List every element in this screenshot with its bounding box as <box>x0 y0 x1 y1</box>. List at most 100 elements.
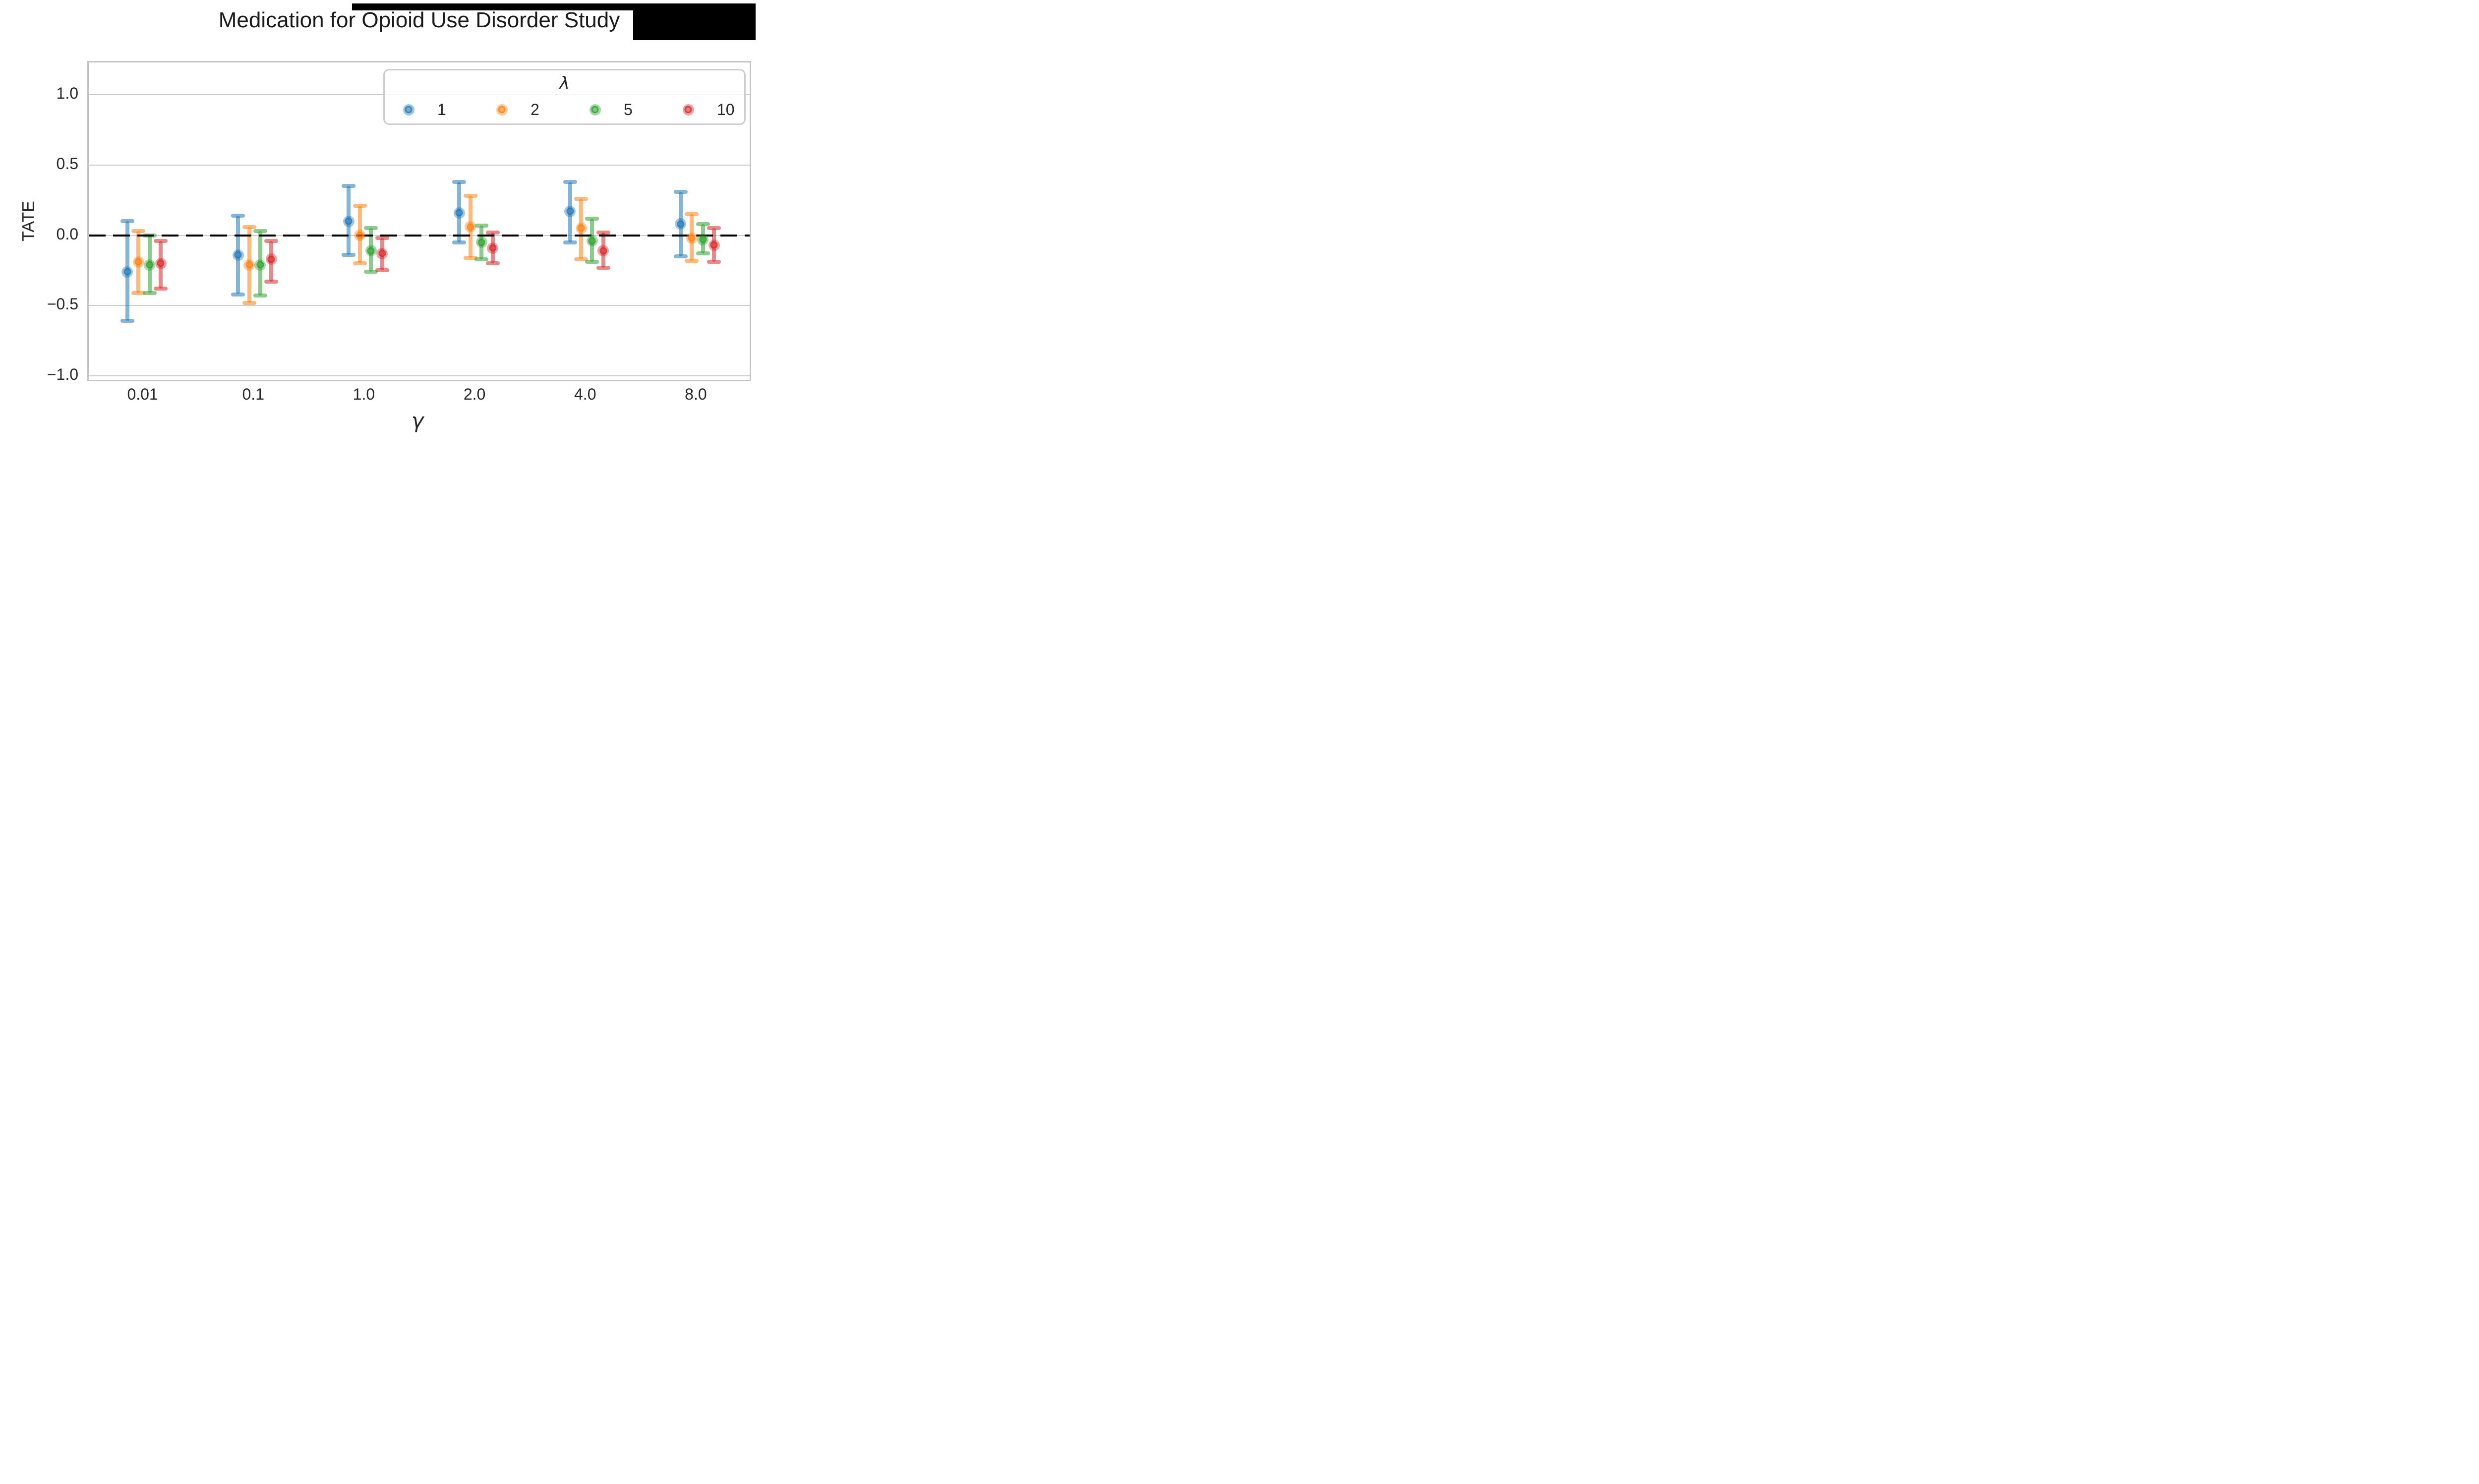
marker-core <box>406 107 411 112</box>
x-tick-label: 4.0 <box>574 385 596 403</box>
point-mean-lambda-5-gamma-8.0 <box>697 234 709 245</box>
marker-ring <box>577 224 585 232</box>
legend-label-2: 2 <box>531 101 539 119</box>
marker-ring <box>477 238 485 246</box>
errorbar-cap-low-lambda-2-gamma-0.01 <box>131 291 146 295</box>
point-mean-lambda-2-gamma-1.0 <box>354 230 366 241</box>
errorbar-cap-high-lambda-1-gamma-8.0 <box>673 189 688 194</box>
errorbar-cap-high-lambda-5-gamma-2.0 <box>474 223 489 228</box>
marker-core <box>499 107 504 112</box>
marker-ring <box>367 247 375 255</box>
marker-core <box>346 219 351 224</box>
errorbar-cap-low-lambda-10-gamma-2.0 <box>485 261 500 266</box>
errorbar-cap-low-lambda-2-gamma-0.1 <box>242 300 256 305</box>
redaction-bar-block <box>633 3 756 40</box>
errorbar-cap-high-lambda-1-gamma-0.1 <box>231 213 245 218</box>
point-mean-lambda-1-gamma-0.01 <box>121 266 133 278</box>
errorbar-cap-low-lambda-2-gamma-8.0 <box>685 258 699 263</box>
marker-ring <box>157 259 165 267</box>
marker-core <box>590 238 594 243</box>
legend-marker-2 <box>496 104 508 116</box>
point-mean-lambda-1-gamma-8.0 <box>675 218 687 230</box>
errorbar-cap-low-lambda-10-gamma-4.0 <box>596 265 610 270</box>
errorbar-cap-low-lambda-1-gamma-8.0 <box>673 254 688 258</box>
x-tick-label: 0.1 <box>242 385 264 403</box>
point-mean-lambda-5-gamma-2.0 <box>475 237 487 248</box>
marker-ring <box>123 268 131 276</box>
marker-ring <box>267 255 275 263</box>
point-mean-lambda-5-gamma-0.1 <box>254 259 266 271</box>
gridline-y <box>89 305 750 306</box>
point-mean-lambda-10-gamma-8.0 <box>708 239 720 251</box>
x-tick-label: 2.0 <box>463 385 486 403</box>
errorbar-cap-high-lambda-10-gamma-2.0 <box>485 230 500 235</box>
point-mean-lambda-2-gamma-4.0 <box>575 222 587 234</box>
errorbar-cap-high-lambda-2-gamma-2.0 <box>463 194 477 198</box>
marker-ring <box>566 207 574 215</box>
y-tick-label: −0.5 <box>47 295 78 313</box>
errorbar-cap-low-lambda-5-gamma-1.0 <box>364 270 378 274</box>
errorbar-cap-low-lambda-5-gamma-8.0 <box>696 251 710 256</box>
marker-core <box>490 245 495 250</box>
legend-title: λ <box>559 73 570 93</box>
errorbar-cap-high-lambda-1-gamma-0.01 <box>120 219 134 224</box>
marker-core <box>711 242 716 247</box>
point-mean-lambda-2-gamma-2.0 <box>465 221 476 233</box>
errorbar-cap-low-lambda-1-gamma-2.0 <box>452 240 467 244</box>
legend-box: λ 1 2 5 10 <box>383 69 746 125</box>
point-mean-lambda-5-gamma-0.01 <box>144 259 156 271</box>
errorbar-cap-high-lambda-5-gamma-0.1 <box>253 229 267 233</box>
marker-ring <box>256 261 264 269</box>
errorbar-cap-low-lambda-10-gamma-1.0 <box>375 268 389 273</box>
errorbar-cap-low-lambda-1-gamma-0.1 <box>231 292 245 297</box>
errorbar-cap-low-lambda-10-gamma-0.01 <box>154 287 168 291</box>
marker-ring <box>245 261 253 269</box>
errorbar-cap-low-lambda-1-gamma-1.0 <box>342 253 356 257</box>
errorbar-cap-high-lambda-1-gamma-2.0 <box>452 179 467 184</box>
marker-ring <box>405 106 413 114</box>
marker-core <box>380 251 385 256</box>
chart-title: Medication for Opioid Use Disorder Study <box>218 8 620 32</box>
legend-marker-5 <box>589 104 601 116</box>
x-tick-label: 1.0 <box>353 385 375 403</box>
legend-marker-1 <box>403 104 414 116</box>
point-mean-lambda-5-gamma-4.0 <box>586 235 598 247</box>
y-tick-label: 0.5 <box>56 154 78 173</box>
marker-core <box>601 248 606 253</box>
errorbar-cap-low-lambda-5-gamma-4.0 <box>585 260 599 264</box>
marker-ring <box>688 234 696 242</box>
marker-core <box>258 262 263 267</box>
point-mean-lambda-2-gamma-8.0 <box>686 232 698 244</box>
errorbar-cap-high-lambda-5-gamma-4.0 <box>585 216 599 221</box>
marker-ring <box>378 249 386 257</box>
marker-ring <box>710 241 718 249</box>
marker-core <box>468 225 473 229</box>
errorbar-cap-low-lambda-5-gamma-0.1 <box>253 294 267 298</box>
marker-ring <box>134 258 142 266</box>
marker-ring <box>699 236 707 243</box>
marker-core <box>158 261 163 266</box>
marker-ring <box>356 232 364 239</box>
errorbar-cap-high-lambda-2-gamma-8.0 <box>685 212 699 216</box>
errorbar-cap-low-lambda-10-gamma-0.1 <box>264 280 279 284</box>
point-mean-lambda-1-gamma-1.0 <box>343 215 354 227</box>
marker-core <box>136 259 141 264</box>
marker-ring <box>677 220 685 228</box>
marker-ring <box>588 237 596 245</box>
marker-core <box>236 252 240 257</box>
errorbar-cap-high-lambda-1-gamma-4.0 <box>563 179 577 184</box>
point-mean-lambda-1-gamma-0.1 <box>232 249 244 261</box>
errorbar-cap-high-lambda-1-gamma-1.0 <box>342 184 356 188</box>
y-tick-label: −1.0 <box>47 365 78 383</box>
legend-label-5: 5 <box>624 101 633 119</box>
point-mean-lambda-2-gamma-0.1 <box>243 259 255 271</box>
marker-ring <box>498 106 506 114</box>
point-mean-lambda-5-gamma-1.0 <box>365 245 377 257</box>
marker-core <box>689 236 694 240</box>
point-mean-lambda-10-gamma-0.1 <box>265 253 277 265</box>
marker-ring <box>591 106 599 114</box>
point-mean-lambda-1-gamma-4.0 <box>564 205 576 217</box>
marker-core <box>125 269 130 274</box>
gridline-y <box>89 164 750 166</box>
marker-core <box>479 240 484 245</box>
